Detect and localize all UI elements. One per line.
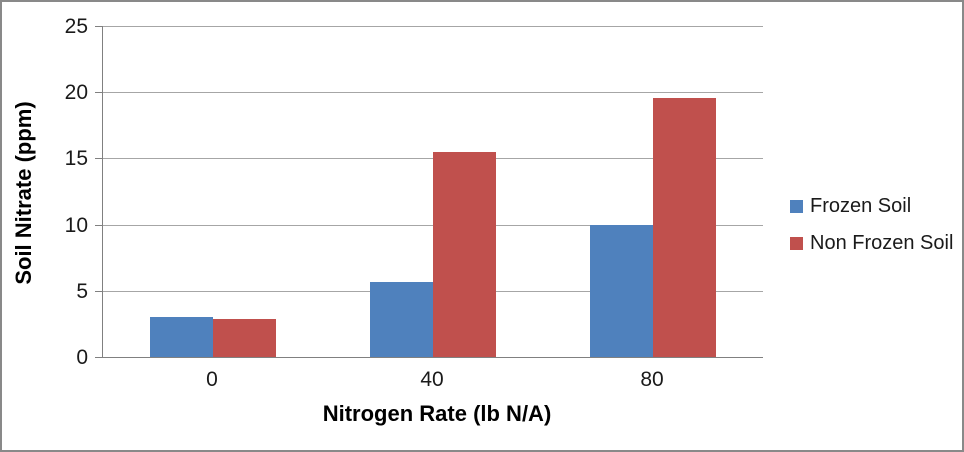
legend-swatch-icon bbox=[790, 199, 803, 213]
legend-item-frozen-soil: Frozen Soil bbox=[790, 194, 953, 217]
y-axis-title: Soil Nitrate (ppm) bbox=[11, 101, 36, 285]
bar-non-frozen-soil-0 bbox=[213, 318, 276, 357]
x-axis-title: Nitrogen Rate (lb N/A) bbox=[322, 401, 552, 426]
y-tick-mark-10 bbox=[95, 224, 102, 226]
legend-label: Frozen Soil bbox=[810, 194, 912, 217]
y-tick-label-10: 10 bbox=[64, 213, 88, 237]
gridline-25 bbox=[103, 26, 763, 27]
legend-item-non-frozen-soil: Non Frozen Soil bbox=[790, 231, 954, 254]
y-tick-label-25: 25 bbox=[64, 15, 88, 38]
y-tick-label-0: 0 bbox=[76, 346, 88, 369]
legend: Frozen Soil Non Frozen Soil bbox=[790, 194, 954, 270]
y-tick-label-20: 20 bbox=[64, 81, 88, 105]
y-tick-mark-25 bbox=[95, 26, 102, 27]
x-axis-line bbox=[95, 357, 762, 358]
legend-label: Non Frozen Soil bbox=[810, 231, 954, 254]
y-tick-label-5: 5 bbox=[76, 279, 88, 303]
y-tick-mark-15 bbox=[95, 158, 102, 160]
bar-frozen-soil-80 bbox=[590, 224, 653, 357]
gridline-20 bbox=[103, 92, 763, 94]
legend-swatch-icon bbox=[790, 236, 803, 250]
x-tick-label-80: 80 bbox=[640, 368, 664, 391]
bar-non-frozen-soil-80 bbox=[653, 97, 716, 357]
x-tick-label-0: 0 bbox=[206, 368, 218, 391]
bar-non-frozen-soil-40 bbox=[433, 151, 496, 357]
plot-area bbox=[102, 26, 763, 358]
bar-frozen-soil-0 bbox=[150, 317, 213, 357]
x-tick-label-40: 40 bbox=[420, 368, 444, 391]
y-tick-label-15: 15 bbox=[64, 147, 88, 171]
bar-frozen-soil-40 bbox=[370, 281, 433, 357]
y-tick-mark-20 bbox=[95, 92, 102, 94]
y-tick-mark-5 bbox=[95, 290, 102, 292]
